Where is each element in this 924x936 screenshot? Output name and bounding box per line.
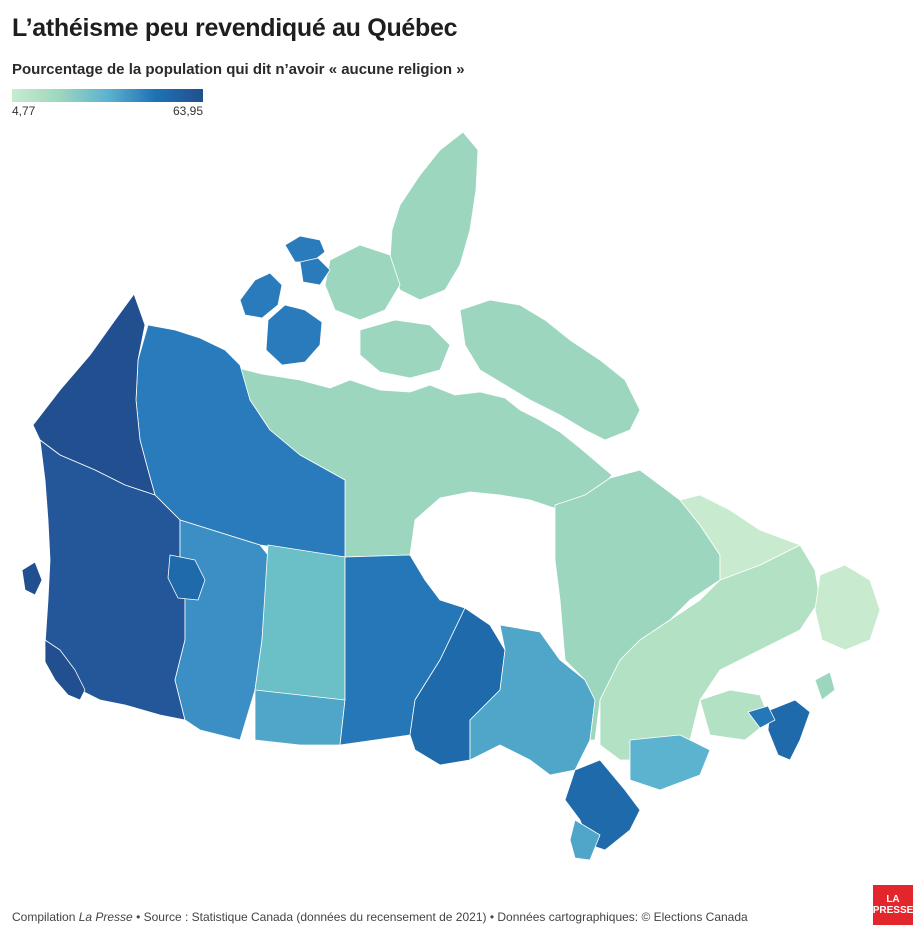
region-baffin-island (459, 299, 641, 441)
region-british-columbia (39, 439, 186, 721)
region-prince-patrick-island (299, 257, 331, 286)
legend-max-label: 63,95 (172, 104, 203, 118)
chart-subtitle: Pourcentage de la population qui dit n’a… (12, 61, 465, 78)
footer-source: • Source : Statistique Canada (données d… (132, 910, 748, 924)
region-victoria-island (265, 304, 323, 366)
region-alberta (174, 519, 269, 741)
legend-labels: 4,77 63,95 (12, 104, 203, 120)
region-alberta-north-riding (167, 554, 206, 601)
region-melville-island (284, 235, 326, 263)
region-newfoundland (814, 564, 881, 651)
region-cape-breton (814, 671, 836, 701)
region-banks-island (239, 272, 283, 319)
legend-color-bar (12, 89, 203, 102)
logo-line2: PRESSE (872, 905, 914, 916)
region-ontario-northwest (409, 607, 506, 766)
region-bc-coastal-islands (21, 561, 43, 596)
chart-title: L’athéisme peu revendiqué au Québec (12, 14, 458, 42)
region-saskatchewan-south (254, 689, 346, 746)
footer-prefix: Compilation (12, 910, 79, 924)
footer-publication: La Presse (78, 910, 133, 924)
legend-min-label: 4,77 (12, 104, 36, 118)
source-footer: Compilation La Presse • Source : Statist… (12, 910, 748, 924)
la-presse-logo: LA PRESSE (873, 885, 913, 925)
logo-line1: LA (886, 894, 900, 905)
region-ellesmere-island (389, 131, 479, 301)
region-pei (747, 705, 776, 729)
region-vancouver-island (44, 639, 86, 701)
region-montreal-area (629, 734, 711, 791)
color-legend: 4,77 63,95 (12, 89, 203, 120)
region-nova-scotia (767, 699, 811, 761)
region-arctic-islands-middle (359, 319, 451, 379)
region-labrador (679, 494, 801, 581)
region-ontario-southwest (569, 819, 601, 861)
region-arctic-islands-west (324, 244, 401, 321)
region-ontario-north (469, 624, 596, 776)
